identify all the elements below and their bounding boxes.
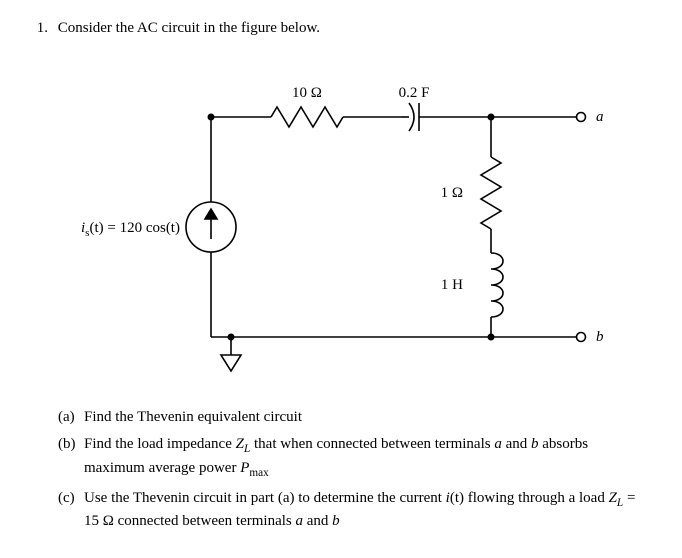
inductor-label: 1 H — [441, 277, 463, 293]
circuit-svg: 10 Ω 0.2 F 1 Ω 1 H a b is(t) = 120 cos(t… — [61, 57, 621, 377]
source-label: is(t) = 120 cos(t) — [81, 220, 180, 239]
part-a-label: (a) — [58, 407, 84, 428]
capacitor-label: 0.2 F — [399, 85, 430, 101]
part-b: (b) Find the load impedance ZL that when… — [58, 434, 652, 482]
part-a-text: Find the Thevenin equivalent circuit — [84, 407, 652, 428]
part-c-text: Use the Thevenin circuit in part (a) to … — [84, 488, 652, 533]
part-c-label: (c) — [58, 488, 84, 533]
resistor-top-label: 10 Ω — [292, 85, 322, 101]
terminal-b-label: b — [596, 329, 604, 345]
question-line: 1. Consider the AC circuit in the figure… — [30, 20, 652, 37]
part-c: (c) Use the Thevenin circuit in part (a)… — [58, 488, 652, 533]
question-parts: (a) Find the Thevenin equivalent circuit… — [58, 407, 652, 532]
question-number: 1. — [30, 20, 48, 37]
part-a: (a) Find the Thevenin equivalent circuit — [58, 407, 652, 428]
circuit-diagram: 10 Ω 0.2 F 1 Ω 1 H a b is(t) = 120 cos(t… — [30, 57, 652, 377]
part-b-label: (b) — [58, 434, 84, 482]
resistor-right-label: 1 Ω — [441, 185, 463, 201]
part-b-text: Find the load impedance ZL that when con… — [84, 434, 652, 482]
question-prompt: Consider the AC circuit in the figure be… — [58, 20, 320, 36]
terminal-a-label: a — [596, 109, 604, 125]
